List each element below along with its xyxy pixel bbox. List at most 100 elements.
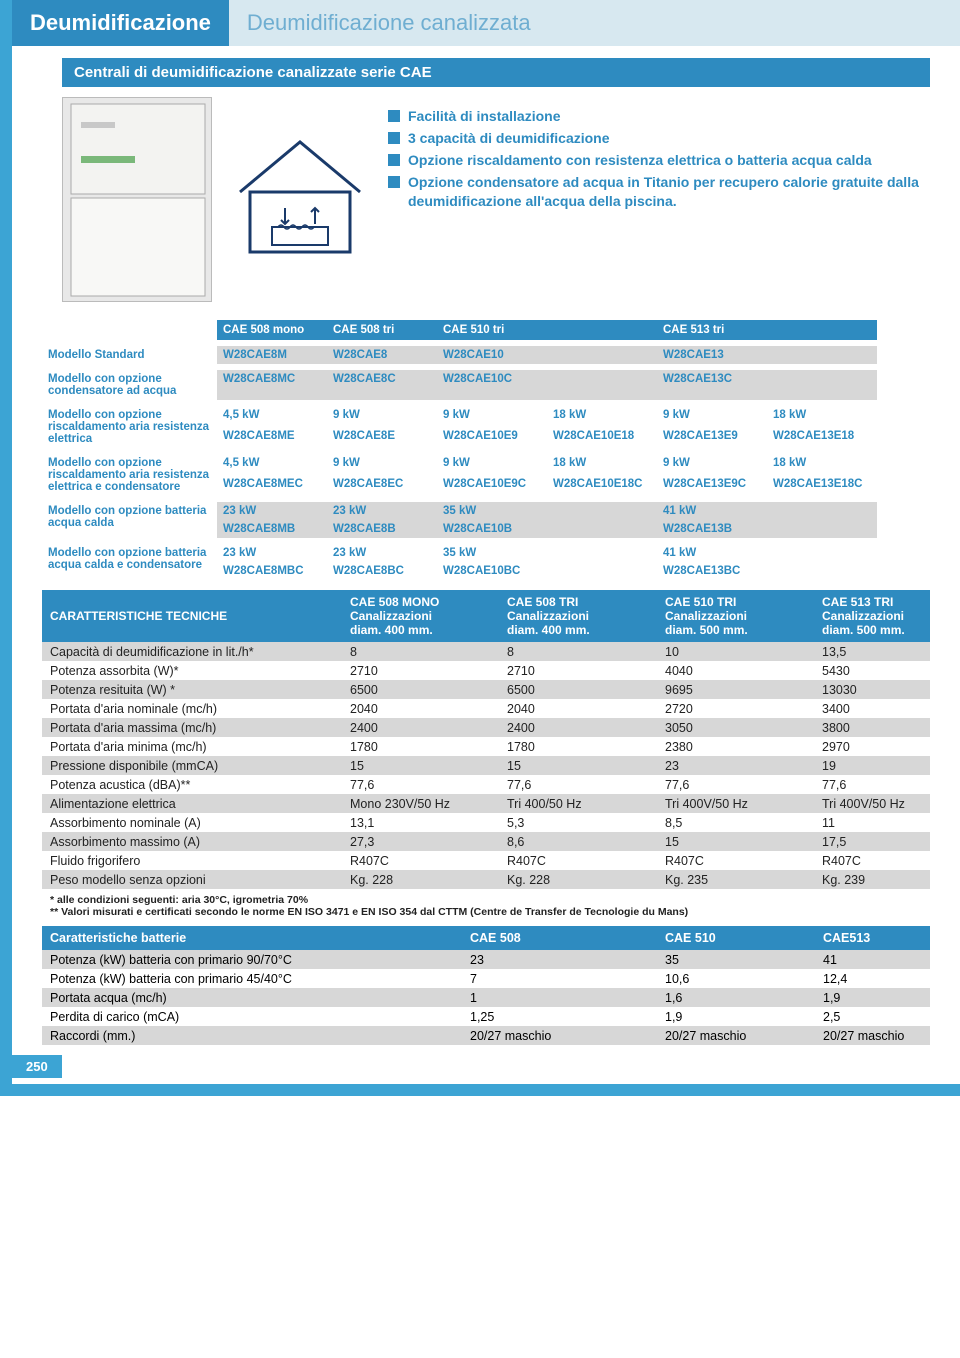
battery-cell: 7 xyxy=(462,969,657,988)
model-header: CAE 508 mono xyxy=(217,320,327,340)
battery-col-header: CAE513 xyxy=(815,926,960,950)
battery-row: Portata acqua (mc/h)11,61,9 xyxy=(42,988,930,1007)
model-cell: W28CAE10 xyxy=(437,346,547,364)
model-cell: W28CAE10BC xyxy=(437,562,547,580)
bullet-square-icon xyxy=(388,110,400,122)
model-cell: 23 kW xyxy=(327,544,437,562)
spec-cell: 17,5 xyxy=(814,832,960,851)
battery-cell: 1,25 xyxy=(462,1007,657,1026)
model-row-label: Modello con opzione condensatore ad acqu… xyxy=(42,370,217,400)
model-cell xyxy=(547,544,657,562)
model-cell xyxy=(767,520,877,538)
spec-cell: 9695 xyxy=(657,680,814,699)
spec-cell: 2040 xyxy=(342,699,499,718)
spec-cell: 3050 xyxy=(657,718,814,737)
spec-col-header: CAE 508 MONOCanalizzazionidiam. 400 mm. xyxy=(342,590,499,642)
bullet-square-icon xyxy=(388,132,400,144)
model-cell: W28CAE8M xyxy=(217,346,327,364)
spec-row: Portata d'aria minima (mc/h)178017802380… xyxy=(42,737,930,756)
model-cell: 18 kW xyxy=(767,454,877,475)
model-cell: W28CAE10C xyxy=(437,370,547,400)
spec-cell: Kg. 239 xyxy=(814,870,960,889)
spec-row: Portata d'aria nominale (mc/h)2040204027… xyxy=(42,699,930,718)
battery-row-label: Portata acqua (mc/h) xyxy=(42,988,462,1007)
spec-cell: 8 xyxy=(499,642,657,661)
spec-row-label: Portata d'aria massima (mc/h) xyxy=(42,718,342,737)
spec-row: Portata d'aria massima (mc/h)24002400305… xyxy=(42,718,930,737)
bullet-square-icon xyxy=(388,176,400,188)
battery-cell: 10,6 xyxy=(657,969,815,988)
model-cell: 9 kW xyxy=(437,406,547,427)
spec-cell: Tri 400V/50 Hz xyxy=(657,794,814,813)
spec-row-label: Pressione disponibile (mmCA) xyxy=(42,756,342,775)
spec-row-label: Assorbimento nominale (A) xyxy=(42,813,342,832)
bullet-text: Opzione condensatore ad acqua in Titanio… xyxy=(408,173,930,211)
model-cell: W28CAE13E9C xyxy=(657,475,767,496)
model-cell: 18 kW xyxy=(547,406,657,427)
bullet-list: Facilità di installazione 3 capacità di … xyxy=(388,107,930,213)
model-cell xyxy=(767,370,877,400)
spec-row: Peso modello senza opzioniKg. 228Kg. 228… xyxy=(42,870,930,889)
spec-col-header: CAE 508 TRICanalizzazionidiam. 400 mm. xyxy=(499,590,657,642)
spec-cell: 19 xyxy=(814,756,960,775)
battery-cell: 12,4 xyxy=(815,969,960,988)
model-cell: W28CAE13 xyxy=(657,346,767,364)
battery-cell: 20/27 maschio xyxy=(657,1026,815,1045)
battery-col-header: CAE 508 xyxy=(462,926,657,950)
battery-row: Perdita di carico (mCA)1,251,92,5 xyxy=(42,1007,930,1026)
battery-cell: 20/27 maschio xyxy=(462,1026,657,1045)
spec-row: Pressione disponibile (mmCA)15152319 xyxy=(42,756,930,775)
model-cell: 18 kW xyxy=(547,454,657,475)
model-cell: 23 kW xyxy=(217,502,327,520)
battery-row: Potenza (kW) batteria con primario 45/40… xyxy=(42,969,930,988)
subtitle-bar: Centrali di deumidificazione canalizzate… xyxy=(62,58,930,87)
spec-row: Potenza acustica (dBA)**77,677,677,677,6 xyxy=(42,775,930,794)
product-image xyxy=(62,97,212,302)
battery-cell: 35 xyxy=(657,950,815,969)
bullet-text: Facilità di installazione xyxy=(408,107,560,126)
model-cell: W28CAE8BC xyxy=(327,562,437,580)
model-cell: W28CAE13B xyxy=(657,520,767,538)
spec-cell: 2040 xyxy=(499,699,657,718)
spec-cell: 3400 xyxy=(814,699,960,718)
spec-cell: 77,6 xyxy=(814,775,960,794)
tab-inactive[interactable]: Deumidificazione canalizzata xyxy=(229,0,960,46)
battery-col-header: CAE 510 xyxy=(657,926,815,950)
spec-row: Fluido frigoriferoR407CR407CR407CR407C xyxy=(42,851,930,870)
spec-cell: 2710 xyxy=(342,661,499,680)
model-cell: W28CAE13E9 xyxy=(657,427,767,448)
tab-active[interactable]: Deumidificazione xyxy=(12,0,229,46)
battery-cell: 1,9 xyxy=(815,988,960,1007)
bullet-item: Opzione riscaldamento con resistenza ele… xyxy=(388,151,930,170)
model-cell: 23 kW xyxy=(327,502,437,520)
spec-header-label: CARATTERISTICHE TECNICHE xyxy=(42,590,342,642)
battery-table: Potenza (kW) batteria con primario 90/70… xyxy=(42,950,930,1045)
spec-cell: 6500 xyxy=(342,680,499,699)
model-cell: 35 kW xyxy=(437,544,547,562)
model-cell: 9 kW xyxy=(437,454,547,475)
spec-cell: 11 xyxy=(814,813,960,832)
model-cell xyxy=(767,502,877,520)
model-cell: W28CAE8MB xyxy=(217,520,327,538)
model-row-label: Modello con opzione riscaldamento aria r… xyxy=(42,454,217,496)
spec-cell: 1780 xyxy=(342,737,499,756)
model-cell: W28CAE10B xyxy=(437,520,547,538)
model-cell: W28CAE8E xyxy=(327,427,437,448)
battery-row-label: Perdita di carico (mCA) xyxy=(42,1007,462,1026)
model-cell: W28CAE13E18C xyxy=(767,475,877,496)
footnote: * alle condizioni seguenti: aria 30°C, i… xyxy=(50,894,922,906)
page: Deumidificazione Deumidificazione canali… xyxy=(0,0,960,1096)
battery-cell: 1,6 xyxy=(657,988,815,1007)
spec-cell: 2970 xyxy=(814,737,960,756)
spec-row: Assorbimento nominale (A)13,15,38,511 xyxy=(42,813,930,832)
spec-row-label: Portata d'aria nominale (mc/h) xyxy=(42,699,342,718)
model-cell xyxy=(547,520,657,538)
spec-cell: 15 xyxy=(499,756,657,775)
model-cell: 4,5 kW xyxy=(217,454,327,475)
spec-row-label: Fluido frigorifero xyxy=(42,851,342,870)
models-table: CAE 508 mono CAE 508 tri CAE 510 tri CAE… xyxy=(42,320,930,586)
model-header: CAE 508 tri xyxy=(327,320,437,340)
model-cell: 9 kW xyxy=(327,454,437,475)
spec-row-label: Capacità di deumidificazione in lit./h* xyxy=(42,642,342,661)
bullet-text: Opzione riscaldamento con resistenza ele… xyxy=(408,151,872,170)
